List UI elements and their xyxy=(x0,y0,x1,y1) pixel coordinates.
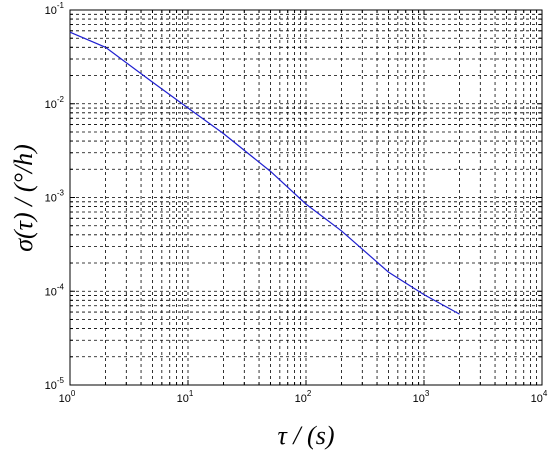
series-line xyxy=(69,31,460,315)
y-tick-label: 10-4 xyxy=(45,282,65,298)
x-tick-label: 104 xyxy=(531,389,548,405)
x-tick-label: 100 xyxy=(59,389,76,405)
y-tick-label: 10-5 xyxy=(45,376,65,392)
axis-ticks xyxy=(69,10,542,386)
grid-lines xyxy=(70,10,542,385)
y-tick-label: 10-3 xyxy=(45,189,65,205)
series-group xyxy=(69,31,460,315)
x-tick-label: 102 xyxy=(295,389,312,405)
y-tick-label: 10-2 xyxy=(45,95,65,111)
y-tick-label: 10-1 xyxy=(45,1,65,17)
y-axis-label: σ(τ) / (°/h) xyxy=(9,144,38,252)
x-tick-label: 101 xyxy=(177,389,194,405)
x-axis-label: τ / (s) xyxy=(278,421,335,450)
x-tick-label: 103 xyxy=(413,389,430,405)
tick-labels: 100 101 102 103 104 10-5 10-4 10-3 10-2 10-1 xyxy=(45,1,548,405)
